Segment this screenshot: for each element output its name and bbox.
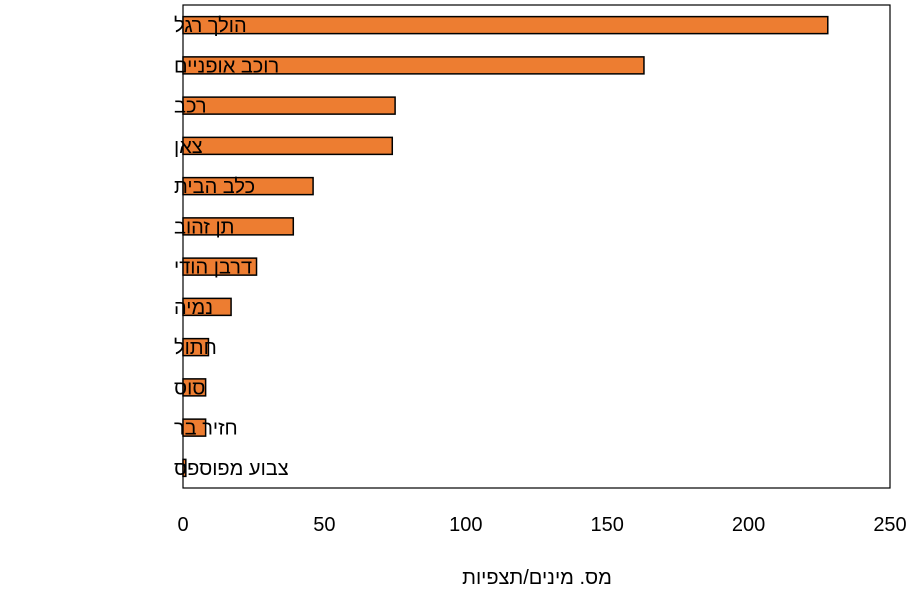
x-tick-label: 250 (873, 514, 906, 536)
category-label: הולך רגל (174, 15, 247, 37)
bar (182, 337, 210, 357)
category-label: רכב (174, 96, 207, 118)
bar (182, 257, 258, 276)
category-label: תן זהוב (174, 216, 234, 238)
x-tick-label: 100 (449, 514, 482, 536)
bar (182, 458, 187, 478)
category-label: צאן (174, 136, 203, 158)
category-label: חתול (174, 337, 217, 359)
bar (182, 418, 207, 437)
plot-frame (182, 4, 891, 489)
x-axis-title: מס. מינים/תצפיות (462, 567, 612, 589)
bar (182, 176, 314, 196)
category-label: דרבן הודי (174, 257, 252, 279)
bar (182, 96, 396, 115)
bar (182, 378, 207, 397)
category-label: סוס (174, 377, 205, 399)
category-label: רוכב אופניים (174, 55, 279, 77)
bar (182, 217, 295, 236)
category-labels: הולך רגל רוכב אופניים רכב צאן כלב הבית תן זהו… (174, 15, 289, 480)
x-tick-label: 0 (177, 514, 188, 536)
category-label: חזיר בר (174, 418, 238, 440)
category-label: כלב הבית (174, 176, 255, 198)
bar (182, 136, 394, 156)
bar (182, 15, 829, 35)
bar (182, 56, 645, 75)
x-tick-label: 50 (313, 514, 335, 536)
x-tick-labels: 0 50 100 150 200 250 (177, 514, 906, 536)
x-tick-label: 150 (591, 514, 624, 536)
bar (182, 297, 232, 317)
category-label: צבוע מפוספס (174, 458, 289, 480)
category-label: נמיה (174, 297, 213, 319)
x-tick-label: 200 (732, 514, 765, 536)
bars-group (182, 15, 829, 478)
